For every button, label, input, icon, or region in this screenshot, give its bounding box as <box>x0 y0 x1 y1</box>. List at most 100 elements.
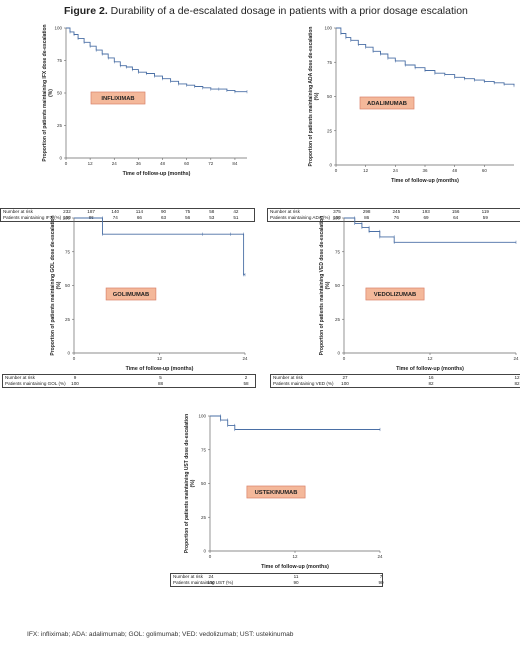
drug-label: GOLIMUMAB <box>113 292 149 298</box>
risk-cell: 86 <box>364 215 370 220</box>
x-tick-label: 84 <box>232 161 238 166</box>
y-tick-label: 0 <box>59 156 62 161</box>
risk-cell: 58 <box>209 209 215 214</box>
risk-table: Number at risk 24 11 7 Patients maintaining … <box>170 573 384 587</box>
risk-cell: 100 <box>71 381 79 386</box>
risk-cell: 232 <box>63 209 71 214</box>
risk-table-row: Patients maintaining IFX (%) 100 86 74 66 63 5… <box>1 215 254 221</box>
risk-row-label: Number at risk <box>273 375 303 380</box>
risk-cell: 100 <box>207 580 215 585</box>
y-axis-title: Proportion of patients maintaining IFX d… <box>42 24 48 161</box>
x-tick-label: 72 <box>208 161 214 166</box>
risk-cell: 16 <box>428 375 434 380</box>
drug-label: ADALIMUMAB <box>367 101 407 107</box>
y-tick-label: 25 <box>65 317 71 322</box>
survival-curve <box>336 27 515 86</box>
risk-row-label: Patients maintaining VED (%) <box>273 381 334 386</box>
y-tick-label: 75 <box>327 60 333 65</box>
x-tick-label: 0 <box>73 356 76 361</box>
risk-cell: 86 <box>88 215 94 220</box>
y-tick-label: 25 <box>57 123 63 128</box>
x-tick-label: 48 <box>452 168 458 173</box>
risk-cell: 119 <box>481 209 489 214</box>
x-axis-title: Time of follow-up (months) <box>396 366 464 372</box>
y-axis-title: (%) <box>56 281 62 289</box>
y-tick-label: 75 <box>201 447 207 452</box>
risk-table: Number at risk 375 298 245 193 156 119 Patients… <box>267 208 520 222</box>
y-tick-label: 100 <box>324 26 332 31</box>
risk-cell: 64 <box>453 215 459 220</box>
y-tick-label: 100 <box>62 216 70 221</box>
risk-row-label: Patients maintaining GOL (%) <box>5 381 66 386</box>
risk-table-row: Number at risk 9 5 2 <box>3 375 255 381</box>
y-tick-label: 50 <box>335 283 341 288</box>
x-tick-label: 12 <box>363 168 369 173</box>
risk-cell: 114 <box>135 209 144 214</box>
x-tick-label: 0 <box>65 161 68 166</box>
risk-row-label: Number at risk <box>270 209 300 214</box>
risk-cell: 193 <box>422 209 430 214</box>
y-tick-label: 0 <box>337 351 340 356</box>
risk-cell: 100 <box>341 381 349 386</box>
risk-cell: 27 <box>342 375 348 380</box>
y-axis-title: (%) <box>325 281 331 289</box>
drug-label-box <box>90 91 146 105</box>
risk-table: Number at risk 9 5 2 Patients maintaining GO… <box>2 374 256 388</box>
risk-cell: 76 <box>393 215 399 220</box>
drug-label: VEDOLIZUMAB <box>374 292 417 298</box>
risk-cell: 74 <box>112 215 118 220</box>
risk-cell: 42 <box>233 209 239 214</box>
risk-cell: 5 <box>159 375 162 380</box>
risk-cell: 100 <box>63 215 71 220</box>
risk-cell: 375 <box>333 209 341 214</box>
km-chart-svg: 0 25 50 75 100 0 12 24 36 48 60 72 84 Time of follow-… <box>42 24 248 177</box>
y-axis-title: (%) <box>314 92 320 100</box>
km-chart-svg: 0 25 50 75 100 0 12 24 Time of follow-up (months… <box>319 216 519 373</box>
km-chart-svg: 0 25 50 75 100 0 12 24 Time of follow-up (months… <box>50 215 248 372</box>
y-axis-title: (%) <box>48 89 54 97</box>
x-tick-label: 24 <box>393 168 399 173</box>
x-tick-label: 60 <box>184 161 190 166</box>
y-tick-label: 75 <box>335 249 341 254</box>
y-tick-label: 75 <box>57 58 63 63</box>
y-tick-label: 50 <box>57 91 63 96</box>
risk-cell: 75 <box>185 209 191 214</box>
y-tick-label: 50 <box>65 283 71 288</box>
x-tick-label: 60 <box>482 168 488 173</box>
x-tick-label: 36 <box>136 161 142 166</box>
drug-label-box <box>365 287 425 301</box>
y-tick-label: 100 <box>332 216 340 221</box>
drug-label-box <box>359 96 415 110</box>
x-tick-label: 12 <box>88 161 94 166</box>
risk-table: Number at risk 232 187 140 114 90 75 58 42 Patien… <box>0 208 255 222</box>
survival-curve <box>66 27 247 93</box>
x-tick-label: 12 <box>157 356 163 361</box>
risk-cell: 11 <box>293 574 299 579</box>
y-tick-label: 25 <box>327 128 333 133</box>
x-tick-label: 24 <box>112 161 118 166</box>
y-axis-title: (%) <box>190 479 196 487</box>
risk-row-label: Patients maintaining IFX (%) <box>3 215 62 220</box>
risk-row-label: Number at risk <box>5 375 35 380</box>
risk-cell: 63 <box>160 215 167 220</box>
x-tick-label: 24 <box>242 356 248 361</box>
y-tick-label: 0 <box>67 351 70 356</box>
km-chart-svg: 0 25 50 75 100 0 12 24 36 48 60 Time of follow-up (… <box>308 26 515 184</box>
y-tick-label: 100 <box>54 26 62 31</box>
risk-cell: 90 <box>293 580 299 585</box>
y-axis-title: Proportion of patients maintaining ADA d… <box>308 27 314 167</box>
risk-table-row: Patients maintaining VED (%) 100 82 82 <box>271 381 520 387</box>
risk-cell: 140 <box>111 209 120 214</box>
y-tick-label: 75 <box>65 249 71 254</box>
risk-table-row: Number at risk 232 187 140 114 90 75 58 42 <box>1 209 254 215</box>
x-tick-label: 24 <box>377 554 383 559</box>
risk-cell: 156 <box>451 209 460 214</box>
drug-label-box <box>246 485 306 499</box>
survival-curve <box>210 415 380 430</box>
risk-cell: 82 <box>428 381 434 386</box>
x-tick-label: 48 <box>160 161 166 166</box>
drug-label: INFLIXIMAB <box>101 96 134 102</box>
drug-label: USTEKINUMAB <box>255 490 298 496</box>
risk-cell: 59 <box>482 215 488 220</box>
figure-title-text: Durability of a de-escalated dosage in p… <box>107 5 468 17</box>
